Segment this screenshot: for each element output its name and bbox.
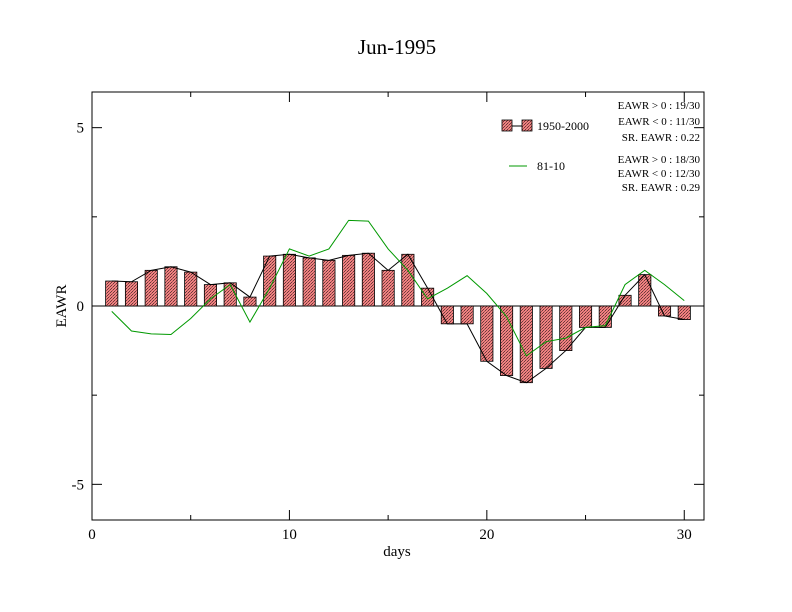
- bar-day-14: [361, 252, 375, 307]
- series-line-1950-2000: [111, 252, 685, 384]
- bar-day-15: [381, 269, 395, 307]
- stat-81-10-positive: EAWR > 0 : 18/30: [618, 154, 701, 166]
- stats-block: EAWR > 0 : 19/30 EAWR < 0 : 11/30 SR. EA…: [618, 100, 701, 194]
- plot-area: [92, 219, 704, 384]
- x-axis-label: days: [383, 544, 411, 560]
- legend-label-81-10: 81-10: [537, 159, 565, 173]
- x-tick-label: 20: [479, 527, 494, 543]
- bar-day-5: [184, 271, 198, 307]
- stat-1950-2000-sr: SR. EAWR : 0.22: [622, 132, 700, 144]
- chart-title: Jun-1995: [358, 35, 436, 59]
- y-tick-label: -5: [72, 477, 85, 493]
- bar-day-9: [263, 255, 277, 307]
- bar-day-2: [124, 281, 139, 307]
- bar-day-30: [677, 305, 691, 320]
- x-tick-label: 30: [677, 527, 692, 543]
- bar-day-25: [579, 305, 593, 328]
- bar-day-3: [144, 269, 158, 307]
- stat-1950-2000-negative: EAWR < 0 : 11/30: [618, 116, 700, 128]
- y-tick-label: 0: [77, 299, 85, 315]
- bar-day-18: [440, 305, 454, 325]
- legend-swatch-1950-2000-a: [501, 119, 513, 132]
- bar-day-8: [243, 296, 257, 307]
- bar-day-19: [460, 305, 474, 325]
- y-axis-label: EAWR: [54, 285, 70, 328]
- legend-item-1950-2000: 1950-2000: [501, 119, 589, 133]
- bar-day-1: [105, 280, 119, 307]
- x-tick-label: 0: [88, 527, 96, 543]
- series-line-81-10: [111, 219, 685, 357]
- y-axis-ticks: 5 0 -5: [72, 121, 704, 493]
- x-tick-label: 10: [282, 527, 297, 543]
- bar-day-23: [539, 305, 553, 369]
- stat-81-10-sr: SR. EAWR : 0.29: [622, 182, 701, 194]
- y-tick-label: 5: [77, 121, 85, 137]
- bar-day-12: [322, 259, 336, 307]
- legend-label-1950-2000: 1950-2000: [537, 119, 589, 133]
- legend-swatch-1950-2000-b: [521, 119, 533, 132]
- bar-day-24: [559, 305, 573, 351]
- legend-item-81-10: 81-10: [509, 159, 565, 173]
- legend: 1950-2000 81-10: [501, 119, 589, 173]
- stat-81-10-negative: EAWR < 0 : 12/30: [618, 168, 701, 180]
- bar-day-10: [282, 253, 296, 307]
- bar-day-4: [164, 266, 178, 307]
- bar-day-27: [618, 294, 632, 307]
- bar-day-22: [519, 305, 533, 384]
- stat-1950-2000-positive: EAWR > 0 : 19/30: [618, 100, 701, 112]
- bar-day-11: [302, 257, 316, 307]
- x-axis-ticks: 0 10 20 30: [88, 92, 692, 543]
- bar-day-13: [342, 254, 356, 307]
